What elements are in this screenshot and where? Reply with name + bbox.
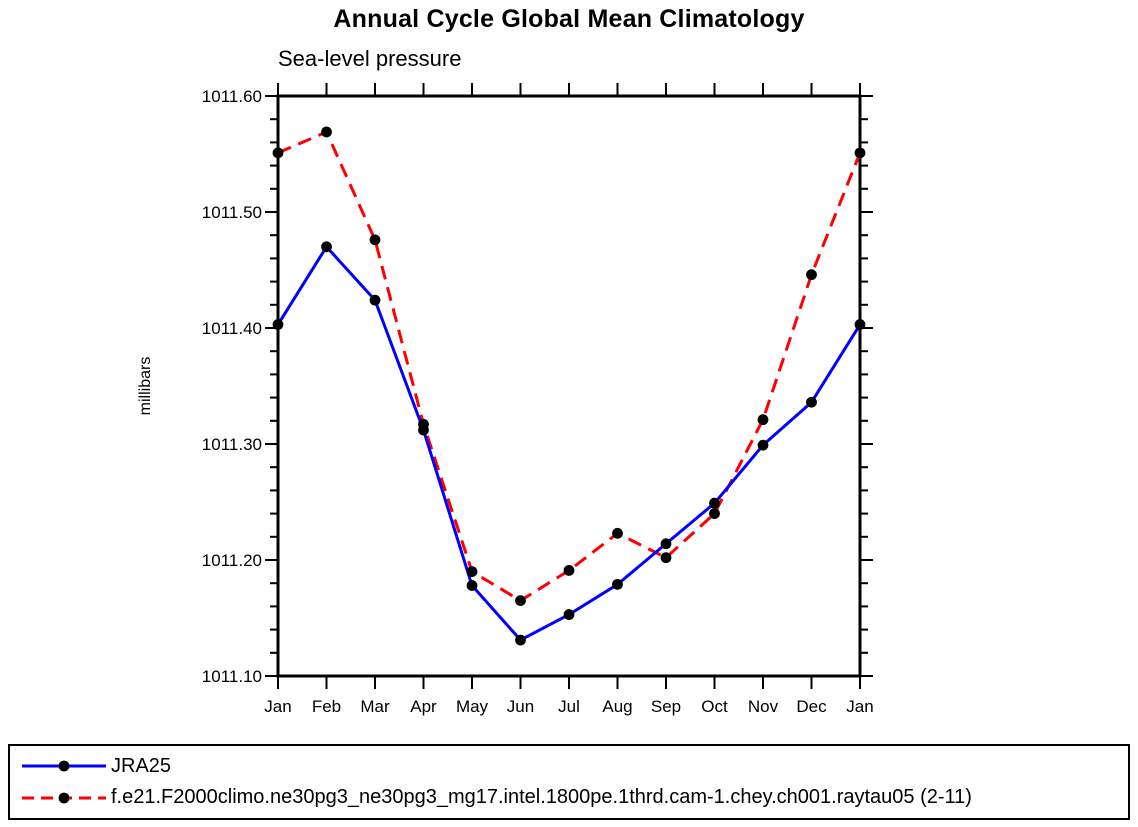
legend-item-model: f.e21.F2000climo.ne30pg3_ne30pg3_mg17.in… [20,786,1128,809]
y-tick-label: 1011.30 [202,435,262,454]
series-line-jra25 [276,244,862,642]
y-tick-label: 1011.40 [202,319,262,338]
data-point-marker [757,414,769,426]
x-tick-label: Sep [651,697,681,716]
data-point-marker [854,147,866,159]
y-tick-label: 1011.10 [202,667,262,686]
x-tick-label: Apr [410,697,437,716]
legend-marker-dot [58,760,70,772]
data-point-marker [321,126,332,138]
x-tick-label: Jan [264,697,291,716]
x-tick-label: Jun [507,697,534,716]
legend-label-jra25: JRA25 [111,754,172,777]
data-point-marker [563,609,575,620]
data-point-marker [757,439,769,451]
chart-title: Annual Cycle Global Mean Climatology [333,5,805,33]
x-tick-label: Nov [748,697,779,716]
data-point-marker [272,147,284,159]
data-point-marker [660,538,672,550]
legend-label-model: f.e21.F2000climo.ne30pg3_ne30pg3_mg17.in… [111,786,972,809]
data-point-marker [806,269,817,281]
data-point-marker [418,424,429,436]
x-tick-label: Aug [602,697,632,716]
data-point-marker [321,241,332,253]
x-tick-label: Oct [701,697,728,716]
legend-marker-dot [58,792,70,804]
y-tick-label: 1011.20 [202,551,262,570]
data-point-marker [272,319,284,330]
y-tick-label: 1011.50 [202,203,262,222]
data-point-marker [806,396,817,408]
data-point-marker [612,527,623,539]
legend-swatch-dashed-line [22,792,106,804]
data-point-marker [709,508,720,519]
y-axis-title: millibars [137,357,154,416]
data-point-marker [612,578,623,590]
data-point-marker [515,634,526,646]
data-point-marker [466,580,478,591]
chart-subtitle: Sea-level pressure [278,46,462,71]
x-tick-label: Feb [312,697,341,716]
data-point-marker [466,566,478,577]
x-tick-label: May [456,697,489,716]
plot-frame [276,94,862,678]
data-point-marker [660,552,672,564]
data-point-marker [563,565,575,576]
legend-item-jra25: JRA25 [20,755,1128,778]
data-point-marker [369,234,381,246]
legend-box: JRA25 f.e21.F2000climo.ne30pg3_ne30pg3_m… [8,744,1130,820]
data-point-marker [709,497,720,509]
legend-swatch-solid-line [22,760,106,772]
x-tick-label: Mar [360,697,390,716]
x-tick-label: Jan [846,697,873,716]
series-line-model [277,129,862,603]
x-tick-label: Jul [558,697,580,716]
data-point-marker [369,294,381,306]
plot-area: Jan Feb Mar Apr May Jun Jul Aug Sep Oct Nov Dec Jan1… [137,83,874,716]
data-point-marker [854,319,866,330]
x-tick-label: Dec [796,697,827,716]
data-point-marker [515,595,526,606]
y-tick-label: 1011.60 [202,87,262,106]
